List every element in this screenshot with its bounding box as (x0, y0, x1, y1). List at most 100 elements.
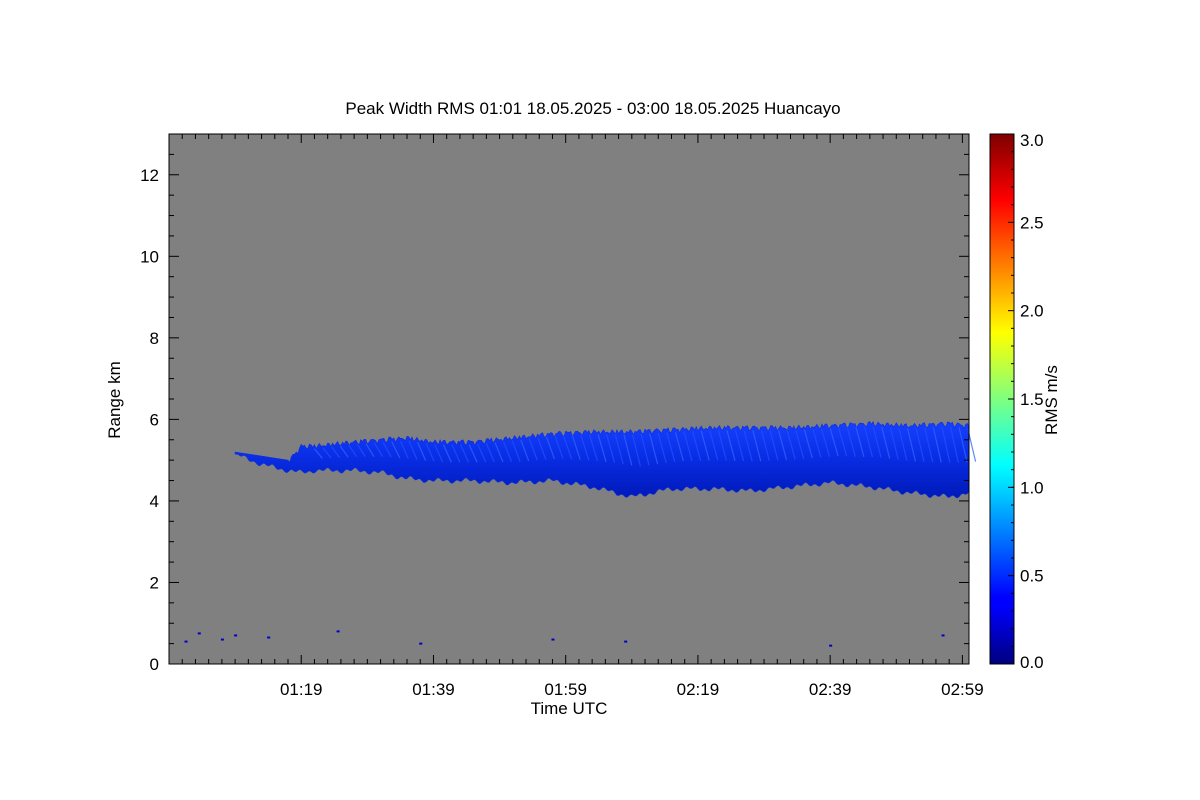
echo-texture-streak (425, 443, 435, 462)
echo-texture-streak (580, 434, 590, 461)
x-tick-label: 01:39 (412, 680, 455, 699)
x-tick-label: 01:59 (544, 680, 587, 699)
echo-texture-streak (494, 442, 504, 463)
plot-area-background (169, 134, 969, 664)
colorbar-ticks: 0.0 0.5 1.0 1.5 2.0 2.5 3.0 (1008, 131, 1044, 672)
colorbar-tick-label: 0.5 (1020, 567, 1044, 586)
colorbar-tick-label: 1.5 (1020, 390, 1044, 409)
data-point (941, 634, 945, 637)
y-tick-label: 2 (150, 573, 159, 592)
echo-texture-streak (752, 430, 762, 462)
data-point (234, 634, 238, 637)
echo-texture-streak (477, 443, 487, 463)
echo-texture-streak (657, 432, 667, 464)
echo-texture-streak (399, 440, 409, 459)
data-point (197, 632, 201, 635)
x-tick-label: 02:19 (677, 680, 720, 699)
y-tick-label: 10 (140, 247, 159, 266)
echo-texture-streak (932, 426, 942, 463)
echo-texture-streak (812, 429, 822, 458)
echo-texture-streak (915, 427, 925, 462)
echo-texture-streak (391, 441, 401, 459)
echo-texture-streak (339, 445, 349, 458)
echo-texture-streak (881, 426, 891, 459)
y-tick-label: 8 (150, 329, 159, 348)
echo-texture-streak (511, 440, 521, 462)
echo-texture-streak (434, 444, 444, 463)
echo-texture-streak (778, 430, 788, 460)
axes: 01:19 01:39 01:59 02:19 02:39 02:59 0 2 4 6 8 10 12 (140, 133, 984, 699)
echo-texture-streak (597, 434, 607, 462)
echo-texture-streak (846, 427, 856, 457)
echo-texture-streak (674, 432, 684, 462)
echo-texture-streak (855, 426, 865, 457)
echo-texture-streak (460, 444, 470, 463)
echo-texture-streak (356, 444, 366, 457)
data-point (220, 638, 224, 641)
echo-texture-streak (726, 430, 736, 461)
echo-texture-streak (485, 443, 495, 463)
echo-texture-streak (563, 435, 573, 460)
echo-texture-streak (417, 441, 427, 461)
echo-texture-streak (760, 430, 770, 461)
echo-texture-streak (374, 442, 384, 458)
y-tick-label: 6 (150, 410, 159, 429)
data-point (551, 638, 555, 641)
colorbar-tick-label: 2.0 (1020, 302, 1044, 321)
echo-texture-streak (331, 446, 341, 458)
colorbar-label: RMS m/s (1042, 365, 1061, 435)
colorbar-tick-label: 0.0 (1020, 653, 1044, 672)
echo-texture-streak (717, 430, 727, 461)
echo-texture-streak (348, 444, 358, 458)
echo-texture-streak (795, 429, 805, 459)
echo-texture-streak (554, 436, 564, 459)
echo-texture-streak (537, 437, 547, 460)
data-point (336, 630, 340, 633)
echo-texture-streak (906, 428, 917, 462)
echo-texture-streak (502, 441, 513, 462)
echo-texture-streak (803, 429, 813, 459)
x-tick-label: 02:39 (809, 680, 852, 699)
echo-texture-streak (683, 431, 693, 462)
echo-texture-streak (898, 427, 908, 461)
echo-texture-streak (631, 434, 641, 467)
data-layer (184, 420, 977, 647)
data-point (419, 642, 423, 645)
echo-texture-streak (382, 442, 392, 458)
echo-texture-streak (365, 443, 375, 457)
echo-texture-streak (468, 444, 478, 463)
echo-texture-streak (640, 433, 650, 466)
echo-texture-streak (889, 427, 899, 460)
echo-texture-streak (451, 444, 461, 463)
echo-texture-streak (829, 428, 839, 457)
echo-texture-streak (520, 439, 530, 462)
chart-title: Peak Width RMS 01:01 18.05.2025 - 03:00 … (345, 99, 840, 118)
colorbar-tick-label: 1.0 (1020, 478, 1044, 497)
colorbar-tick-label: 2.5 (1020, 213, 1044, 232)
echo-texture-streak (571, 435, 581, 460)
colorbar-tick-label: 3.0 (1020, 131, 1044, 150)
echo-texture-streak (949, 426, 960, 463)
echo-texture-streak (545, 436, 556, 460)
data-point (624, 640, 628, 643)
y-tick-label: 12 (140, 166, 159, 185)
echo-texture-streak (924, 427, 934, 463)
echo-texture-streak (313, 448, 323, 459)
echo-texture-streak (700, 430, 710, 461)
y-tick-label: 0 (150, 655, 159, 674)
echo-texture-streak (786, 430, 796, 460)
echo-texture-streak (692, 431, 702, 461)
y-axis-label: Range km (105, 361, 124, 438)
echo-texture-streak (442, 444, 452, 463)
echo-texture-streak (863, 426, 874, 458)
data-point (829, 644, 833, 647)
x-tick-label: 01:19 (280, 680, 323, 699)
echo-texture-streak (408, 440, 418, 460)
data-point (184, 640, 188, 643)
echo-texture-streak (743, 430, 753, 462)
echo-texture-streak (735, 430, 745, 462)
echo-texture-streak (941, 426, 951, 463)
echo-texture-streak (769, 430, 779, 461)
echo-texture-streak (588, 434, 599, 461)
